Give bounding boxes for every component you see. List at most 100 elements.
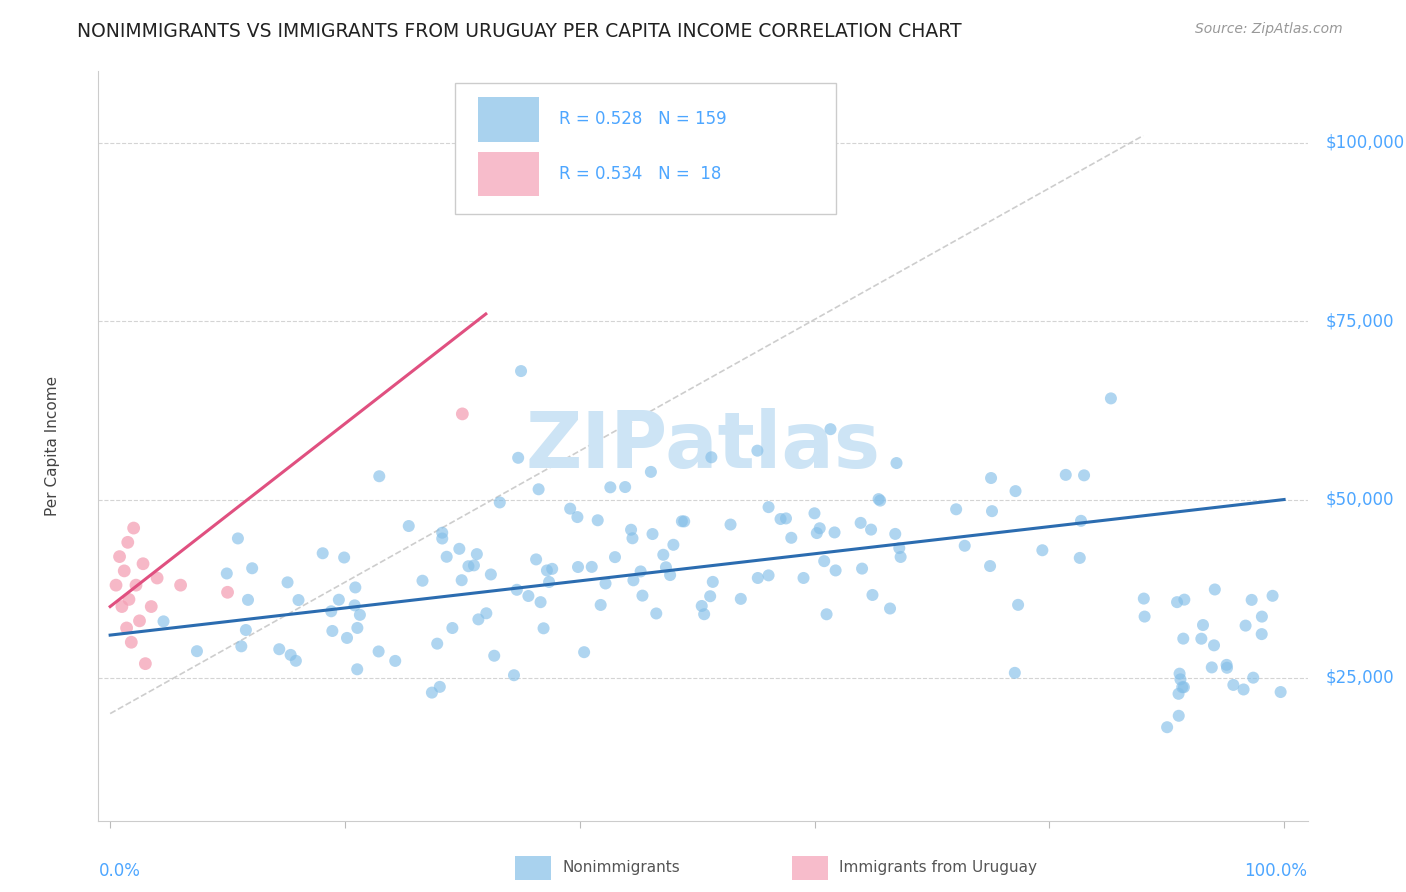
Point [700,450,723,465]
Point [1234,618,1257,632]
Point [589,598,612,612]
Point [671,514,693,528]
Point [426,637,449,651]
Point [1073,468,1095,483]
Point [336,631,359,645]
Text: 100.0%: 100.0% [1244,862,1308,880]
Point [758,568,780,582]
Point [567,560,589,574]
Point [479,567,502,582]
Point [567,510,589,524]
Point [457,559,479,574]
Point [517,589,540,603]
Point [560,501,582,516]
Point [398,519,420,533]
Point [659,568,682,582]
Point [524,552,547,566]
Point [720,517,742,532]
Point [1170,673,1192,687]
Point [623,574,645,588]
Text: NONIMMIGRANTS VS IMMIGRANTS FROM URUGUAY PER CAPITA INCOME CORRELATION CHART: NONIMMIGRANTS VS IMMIGRANTS FROM URUGUAY… [77,22,962,41]
Point [890,549,912,564]
Text: $50,000: $50,000 [1326,491,1395,508]
Point [1232,682,1254,697]
Point [581,560,603,574]
Point [1173,632,1195,646]
Point [599,480,621,494]
Point [1201,660,1223,674]
Point [346,621,368,635]
Point [112,564,135,578]
Point [1189,632,1212,646]
Point [1054,467,1077,482]
Point [1192,618,1215,632]
Point [226,532,249,546]
Point [641,527,664,541]
Point [620,523,643,537]
Point [111,599,134,614]
Point [508,450,530,465]
Point [475,607,498,621]
Point [240,561,263,575]
Point [690,599,713,613]
Point [769,512,792,526]
Point [813,554,835,568]
Point [595,576,617,591]
Point [538,574,561,589]
Point [1202,638,1225,652]
Point [815,607,838,622]
Point [367,644,389,658]
Point [484,648,506,663]
Point [758,500,780,515]
Point [529,595,551,609]
Point [645,607,668,621]
Point [652,548,675,562]
Point [879,601,901,615]
Point [1261,589,1284,603]
Point [541,562,564,576]
Point [236,593,259,607]
Point [886,456,908,470]
Point [1240,593,1263,607]
Point [1004,665,1026,680]
Point [463,558,485,573]
Point [1222,678,1244,692]
FancyBboxPatch shape [478,152,538,196]
Point [120,635,142,649]
Point [869,493,891,508]
Point [134,657,156,671]
Point [775,511,797,525]
Text: R = 0.528   N = 159: R = 0.528 N = 159 [560,111,727,128]
Point [868,492,890,507]
Point [851,561,873,575]
Point [1270,685,1292,699]
Point [673,515,696,529]
Point [884,527,907,541]
Point [1069,550,1091,565]
Point [860,523,883,537]
Point [312,546,335,560]
Point [1250,627,1272,641]
Text: R = 0.534   N =  18: R = 0.534 N = 18 [560,165,721,183]
Point [1215,657,1237,672]
Point [980,471,1002,485]
Point [235,623,257,637]
Point [449,541,471,556]
Point [849,516,872,530]
Point [1133,591,1156,606]
Point [1173,680,1195,694]
Point [824,525,846,540]
Point [630,565,652,579]
Point [527,483,550,497]
Point [277,575,299,590]
Point [806,526,828,541]
Point [862,588,884,602]
Point [503,668,526,682]
Point [465,547,488,561]
Point [146,571,169,585]
Point [429,680,451,694]
Point [450,573,472,587]
Point [1251,609,1274,624]
Point [510,364,533,378]
Point [536,564,558,578]
